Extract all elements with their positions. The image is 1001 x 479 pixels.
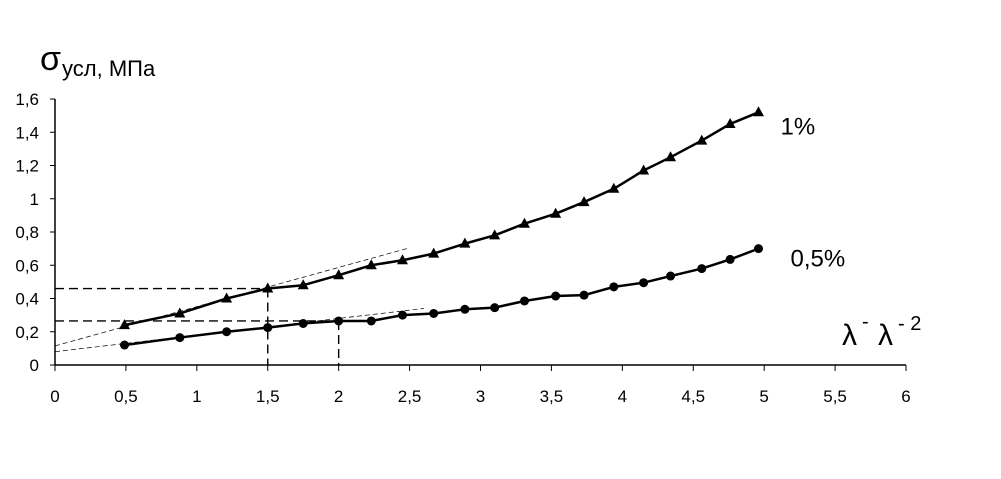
point <box>174 307 186 318</box>
point <box>222 327 232 337</box>
point <box>638 164 650 175</box>
y-tick-label: 0,4 <box>15 290 39 309</box>
x-tick-label: 2,5 <box>398 387 422 406</box>
point <box>459 237 471 248</box>
point <box>639 278 649 288</box>
x-label-part: - 2 <box>898 313 921 335</box>
x-label-part: λ <box>878 319 893 352</box>
x-tick-label: 6 <box>901 387 910 406</box>
y-tick-label: 0 <box>30 356 39 375</box>
x-label-part: - <box>862 311 869 333</box>
point <box>609 282 619 292</box>
y-tick-label: 1,4 <box>15 123 39 142</box>
point <box>262 282 274 293</box>
point <box>366 316 376 326</box>
point <box>697 264 707 274</box>
point <box>753 244 763 254</box>
point <box>724 117 736 128</box>
point <box>365 259 377 270</box>
point <box>334 316 344 326</box>
point <box>428 247 440 258</box>
point <box>298 318 308 328</box>
tangent-line <box>54 247 410 347</box>
point <box>396 254 408 265</box>
point <box>696 134 708 145</box>
y-tick-label: 1,2 <box>15 157 39 176</box>
series-label: 1% <box>780 113 815 140</box>
point <box>752 106 764 117</box>
series-label: 0,5% <box>790 246 845 273</box>
x-tick-label: 4,5 <box>681 387 705 406</box>
y-tick-label: 0,2 <box>15 323 39 342</box>
point <box>518 217 530 228</box>
x-tick-label: 1 <box>192 387 201 406</box>
point <box>118 319 130 330</box>
x-tick-label: 3,5 <box>540 387 564 406</box>
x-tick-label: 5,5 <box>823 387 847 406</box>
point <box>551 291 561 301</box>
point <box>429 308 439 318</box>
y-label-symbol: σ <box>40 40 61 78</box>
point <box>490 303 500 313</box>
point <box>221 292 233 303</box>
x-tick-label: 4 <box>618 387 627 406</box>
y-tick-label: 1,6 <box>15 90 39 109</box>
x-tick-label: 1,5 <box>256 387 280 406</box>
point <box>550 207 562 218</box>
y-tick-label: 1 <box>30 190 39 209</box>
point <box>460 304 470 314</box>
point <box>333 269 345 280</box>
x-tick-label: 3 <box>476 387 485 406</box>
point <box>578 196 590 207</box>
y-tick-label: 0,8 <box>15 223 39 242</box>
x-tick-label: 2 <box>334 387 343 406</box>
point <box>519 296 529 306</box>
x-tick-label: 0 <box>50 387 59 406</box>
point <box>579 290 589 300</box>
series-line <box>124 247 759 347</box>
point <box>397 310 407 320</box>
y-tick-label: 0,6 <box>15 256 39 275</box>
x-label-part: λ <box>842 319 857 352</box>
point <box>725 254 735 264</box>
point <box>665 151 677 162</box>
series-line <box>124 111 759 327</box>
point <box>608 182 620 193</box>
point <box>119 340 129 350</box>
point <box>489 229 501 240</box>
point <box>666 271 676 281</box>
point <box>297 279 309 290</box>
point <box>175 333 185 343</box>
y-label-subscript: усл, МПа <box>62 56 156 81</box>
x-tick-label: 0,5 <box>114 387 138 406</box>
x-tick-label: 5 <box>759 387 768 406</box>
point <box>263 323 273 333</box>
